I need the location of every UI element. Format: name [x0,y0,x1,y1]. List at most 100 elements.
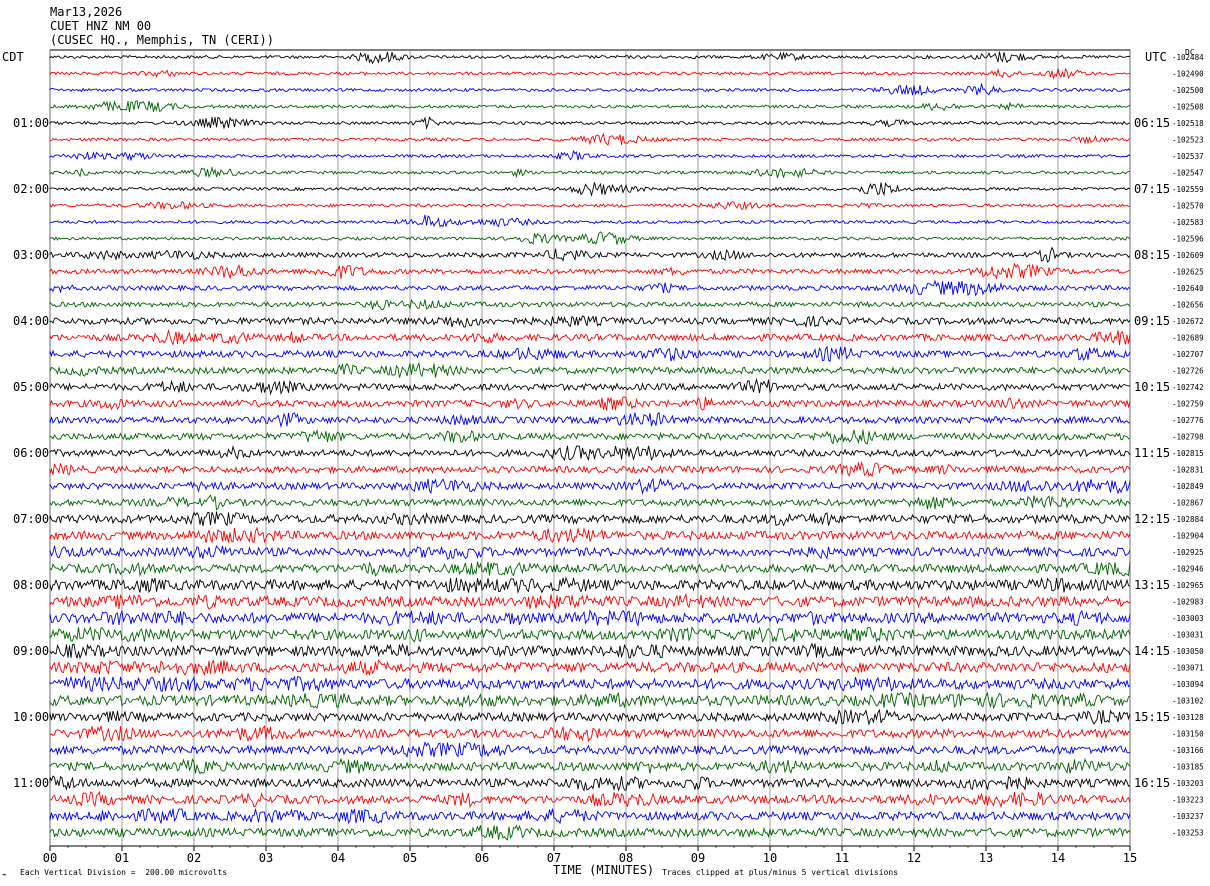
right-hour-label: 11:15 [1134,446,1170,460]
x-tick-label: 01 [115,851,129,865]
trace-offset-label: -102583 [1172,218,1204,227]
trace-offset-label: -102656 [1172,301,1204,310]
trace-line [49,477,1131,495]
trace-offset-label: -102490 [1172,70,1204,79]
x-tick-label: 14 [1051,851,1065,865]
trace-offset-label: -103003 [1172,614,1204,623]
trace-line [49,807,1131,825]
right-hour-label: 12:15 [1134,512,1170,526]
trace-line [49,757,1131,775]
trace-offset-label: -102570 [1172,202,1204,211]
trace-line [49,377,1131,396]
trace-line [49,116,1131,130]
trace-offset-label: -103150 [1172,730,1204,739]
trace-line [49,461,1131,478]
trace-offset-label: -103237 [1172,812,1204,821]
left-hour-label: 09:00 [13,644,49,658]
trace-line [49,775,1131,792]
trace-offset-label: -102742 [1172,383,1204,392]
trace-line [49,262,1131,280]
trace-offset-label: -103050 [1172,647,1204,656]
scale-icon: ⌁ [2,870,7,879]
right-hour-label: 13:15 [1134,578,1170,592]
trace-offset-label: -102547 [1172,169,1204,178]
trace-line [49,149,1131,162]
x-tick-label: 04 [331,851,345,865]
trace-offset-label: -103128 [1172,713,1204,722]
x-tick-label: 11 [835,851,849,865]
trace-offset-label: -102518 [1172,119,1204,128]
right-hour-label: 10:15 [1134,380,1170,394]
trace-line [49,361,1131,378]
trace-offset-label: -102559 [1172,185,1204,194]
trace-offset-label: -103203 [1172,779,1204,788]
trace-line [49,790,1131,809]
trace-line [49,824,1131,841]
trace-offset-label: -103185 [1172,763,1204,772]
trace-line [49,246,1131,263]
trace-offset-label: -102537 [1172,152,1204,161]
trace-line [49,411,1131,429]
trace-line [49,132,1131,147]
left-hour-label: 05:00 [13,380,49,394]
trace-offset-label: -102946 [1172,565,1204,574]
trace-line [49,609,1131,628]
trace-offset-label: -102904 [1172,532,1204,541]
trace-line [49,444,1131,462]
left-hour-label: 01:00 [13,116,49,130]
trace-offset-label: -103253 [1172,829,1204,838]
trace-offset-label: -102726 [1172,367,1204,376]
trace-offset-label: -102965 [1172,581,1204,590]
x-tick-label: 08 [619,851,633,865]
trace-offset-label: -102983 [1172,598,1204,607]
trace-line [49,345,1131,363]
trace-line [49,315,1131,329]
trace-line [49,576,1131,594]
trace-line [49,83,1131,96]
x-tick-label: 10 [763,851,777,865]
x-tick-label: 03 [259,851,273,865]
trace-offset-label: -102640 [1172,284,1204,293]
trace-offset-label: -102672 [1172,317,1204,326]
x-tick-label: 02 [187,851,201,865]
trace-offset-label: -102689 [1172,334,1204,343]
right-top-label: DC [1185,48,1195,57]
trace-offset-label: -102508 [1172,103,1204,112]
trace-line [49,51,1131,65]
trace-offset-label: -102815 [1172,449,1204,458]
trace-offset-label: -102484 [1172,53,1204,62]
trace-line [49,298,1131,311]
x-tick-label: 07 [547,851,561,865]
trace-line [49,200,1131,211]
trace-line [49,675,1131,693]
trace-line [49,511,1131,527]
trace-line [49,396,1131,411]
x-tick-label: 05 [403,851,417,865]
trace-offset-label: -102867 [1172,499,1204,508]
trace-offset-label: -102707 [1172,350,1204,359]
trace-offset-label: -102831 [1172,466,1204,475]
trace-line [49,494,1131,511]
x-tick-label: 00 [43,851,57,865]
trace-offset-label: -102609 [1172,251,1204,260]
left-hour-label: 03:00 [13,248,49,262]
x-axis-label: TIME (MINUTES) [553,863,655,877]
trace-line [49,691,1131,710]
trace-line [49,182,1131,197]
trace-offset-label: -102523 [1172,136,1204,145]
trace-line [49,642,1131,660]
clip-note: Traces clipped at plus/minus 5 vertical … [662,868,899,877]
trace-offset-label: -102625 [1172,268,1204,277]
trace-line [49,100,1131,113]
trace-line [49,328,1131,346]
left-hour-label: 08:00 [13,578,49,592]
right-hour-label: 09:15 [1134,314,1170,328]
trace-offset-label: -103223 [1172,796,1204,805]
scale-note: Each Vertical Division = 200.00 microvol… [20,868,228,877]
left-hour-label: 11:00 [13,776,49,790]
trace-line [49,428,1130,445]
left-hour-label: 04:00 [13,314,49,328]
left-hour-label: 06:00 [13,446,49,460]
trace-offset-label: -102849 [1172,482,1204,491]
trace-line [49,214,1131,228]
